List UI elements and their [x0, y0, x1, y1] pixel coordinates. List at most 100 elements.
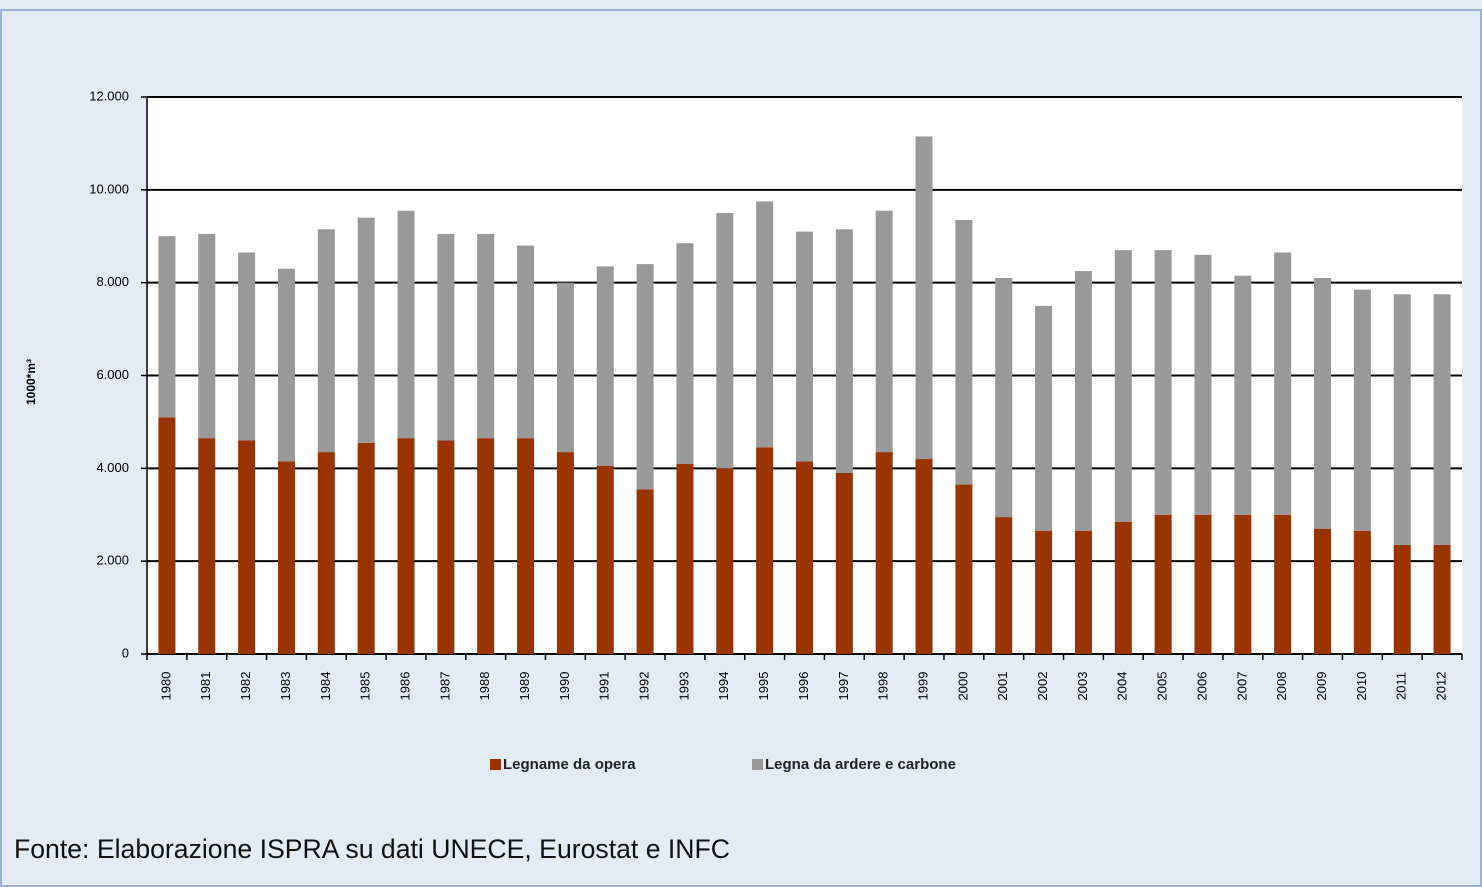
x-tick-label: 1980 [158, 672, 173, 701]
x-tick-label: 2005 [1155, 672, 1170, 701]
x-tick-label: 2003 [1075, 672, 1090, 701]
bar-segment [317, 452, 335, 654]
x-tick-label: 1993 [676, 672, 691, 701]
bar-segment [835, 229, 853, 473]
bar-segment [357, 442, 375, 654]
x-tick-label: 2010 [1354, 672, 1369, 701]
x-tick-label: 1988 [477, 672, 492, 701]
y-tick-label: 4.000 [96, 460, 129, 475]
bar-segment [357, 217, 375, 443]
x-tick-label: 1984 [318, 672, 333, 701]
bar-segment [636, 489, 654, 654]
bar-segment [517, 438, 535, 654]
legend-label: Legna da ardere e carbone [765, 756, 956, 773]
bar-segment [1314, 528, 1332, 654]
x-tick-label: 2007 [1234, 672, 1249, 701]
bar-segment [1154, 514, 1172, 654]
y-tick-label: 12.000 [89, 88, 129, 103]
bar-segment [1074, 530, 1092, 654]
bar-segment [1433, 294, 1451, 545]
bar-segment [1035, 530, 1053, 654]
bar-segment [1234, 275, 1252, 515]
x-tick-label: 2011 [1394, 672, 1409, 700]
x-tick-label: 1991 [597, 672, 612, 701]
bar-segment [1194, 254, 1212, 515]
bar-segment [716, 468, 734, 654]
bar-segment [198, 233, 216, 439]
y-tick-label: 6.000 [96, 367, 129, 382]
bar-segment [238, 440, 256, 654]
y-tick-label: 10.000 [89, 181, 129, 196]
bar-segment [756, 447, 774, 654]
bar-segment [1194, 514, 1212, 654]
y-tick-label: 2.000 [96, 553, 129, 568]
bar-segment [517, 245, 535, 439]
bar-segment [1154, 250, 1172, 515]
bar-segment [158, 417, 176, 654]
bar-segment [1433, 544, 1451, 654]
x-tick-label: 2001 [995, 672, 1010, 701]
x-tick-label: 2000 [955, 672, 970, 701]
bar-segment [995, 278, 1013, 518]
x-tick-label: 2004 [1115, 672, 1130, 701]
bar-segment [1353, 530, 1371, 654]
bar-segment [477, 233, 495, 439]
bar-segment [317, 229, 335, 453]
legend-swatch [752, 759, 763, 770]
x-tick-label: 2006 [1194, 672, 1209, 701]
x-tick-label: 1986 [397, 672, 412, 701]
source: Fonte: Elaborazione ISPRA su dati UNECE,… [14, 834, 730, 864]
bar-segment [1074, 271, 1092, 531]
bar-segment [1274, 514, 1292, 654]
bar-segment [796, 231, 813, 462]
x-tick-label: 2008 [1274, 672, 1289, 701]
bar-segment [875, 452, 893, 654]
bar-segment [636, 264, 654, 490]
bar-segment [796, 461, 813, 654]
bar-segment [676, 243, 694, 464]
bar-segment [1274, 252, 1292, 515]
bar-segment [198, 438, 216, 654]
bar-segment [1353, 289, 1371, 531]
bar-segment [875, 210, 893, 453]
bar-segment [277, 461, 295, 654]
bar-segment [676, 463, 694, 654]
bar-segment [915, 459, 933, 654]
x-tick-label: 1989 [517, 672, 532, 701]
bar-segment [716, 213, 734, 469]
x-tick-label: 1983 [278, 672, 293, 701]
x-tick-label: 1999 [915, 672, 930, 701]
x-tick-label: 1985 [358, 672, 373, 701]
bar-segment [955, 220, 973, 485]
bar-segment [556, 282, 574, 453]
bar-segment [1035, 305, 1053, 531]
x-tick-label: 2009 [1314, 672, 1329, 701]
x-tick-label: 1981 [198, 672, 213, 701]
y-tick-label: 8.000 [96, 274, 129, 289]
bar-segment [437, 233, 455, 441]
bar-segment [1393, 294, 1411, 545]
y-axis-label: 1000*m³ [24, 359, 38, 405]
x-tick-label: 1997 [836, 672, 851, 701]
bar-segment [397, 210, 415, 439]
bar-segment [756, 201, 774, 448]
x-tick-label: 1998 [876, 672, 891, 701]
bar-segment [1114, 250, 1132, 522]
x-tick-label: 1992 [637, 672, 652, 701]
bar-segment [955, 484, 973, 654]
bar-segment [477, 438, 495, 654]
y-tick-label: 0 [122, 645, 129, 660]
x-tick-label: 2002 [1035, 672, 1050, 701]
bar-segment [397, 438, 415, 654]
bar-segment [596, 266, 614, 467]
bar-segment [1234, 514, 1252, 654]
x-tick-label: 1987 [437, 672, 452, 701]
x-tick-label: 2012 [1434, 672, 1449, 701]
x-tick-label: 1995 [756, 672, 771, 701]
bar-segment [1314, 278, 1332, 529]
bar-segment [437, 440, 455, 654]
bar-segment [1393, 544, 1411, 654]
x-tick-label: 1996 [796, 672, 811, 701]
x-tick-label: 1982 [238, 672, 253, 701]
legend-swatch [490, 759, 501, 770]
